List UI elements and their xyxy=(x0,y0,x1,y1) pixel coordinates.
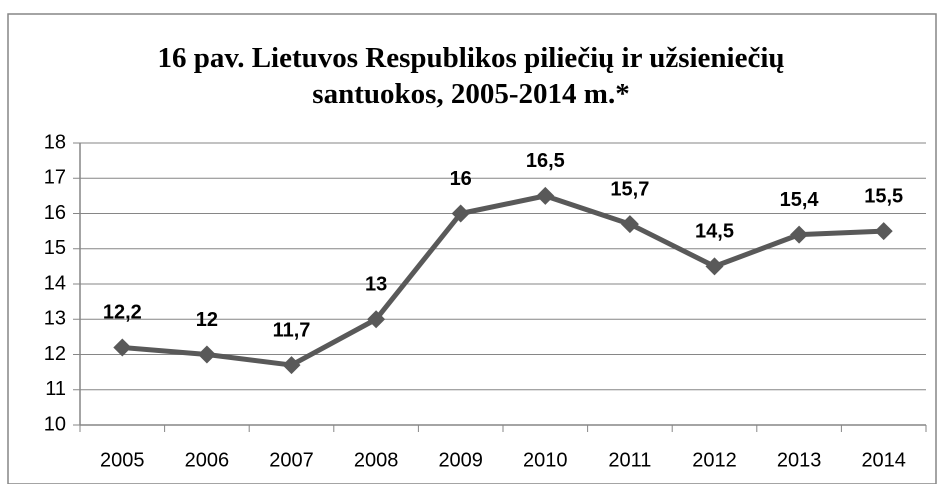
data-label: 15,5 xyxy=(864,185,903,207)
x-tick-label: 2006 xyxy=(185,449,230,471)
point-marker xyxy=(705,257,724,276)
y-tick-label: 16 xyxy=(44,202,66,224)
x-tick-label: 2014 xyxy=(861,449,906,471)
y-tick-label: 14 xyxy=(44,272,66,294)
x-tick-label: 2008 xyxy=(354,449,399,471)
data-label: 12 xyxy=(196,309,218,331)
data-label: 16 xyxy=(450,168,472,190)
point-marker xyxy=(620,215,639,234)
point-marker xyxy=(874,222,893,241)
x-tick-label: 2011 xyxy=(608,449,651,471)
y-tick-label: 17 xyxy=(44,167,66,189)
point-marker xyxy=(197,345,216,364)
data-label: 15,7 xyxy=(610,178,649,200)
y-tick-label: 11 xyxy=(45,378,66,400)
point-marker xyxy=(451,204,470,223)
x-tick-label: 2005 xyxy=(100,449,145,471)
y-tick-label: 15 xyxy=(44,237,66,259)
x-tick-label: 2009 xyxy=(438,449,483,471)
y-tick-label: 12 xyxy=(44,343,66,365)
x-tick-label: 2013 xyxy=(777,449,822,471)
data-label: 15,4 xyxy=(780,189,820,211)
y-tick-label: 10 xyxy=(44,413,66,435)
series-line xyxy=(122,193,884,368)
data-label: 12,2 xyxy=(103,302,142,324)
x-tick-label: 2010 xyxy=(523,449,568,471)
data-label: 16,5 xyxy=(526,150,565,172)
point-marker xyxy=(367,310,386,329)
y-tick-label: 13 xyxy=(44,308,66,330)
chart-title: 16 pav. Lietuvos Respublikos piliečių ir… xyxy=(157,42,785,110)
point-marker xyxy=(536,186,555,205)
data-label: 13 xyxy=(365,274,387,296)
y-tick-label: 18 xyxy=(44,131,66,153)
data-label: 11,7 xyxy=(273,319,311,341)
x-tick-label: 2007 xyxy=(269,449,314,471)
point-marker xyxy=(790,225,809,244)
data-label: 14,5 xyxy=(695,221,734,243)
point-marker xyxy=(113,338,132,357)
point-marker xyxy=(282,356,301,375)
x-tick-label: 2012 xyxy=(692,449,737,471)
